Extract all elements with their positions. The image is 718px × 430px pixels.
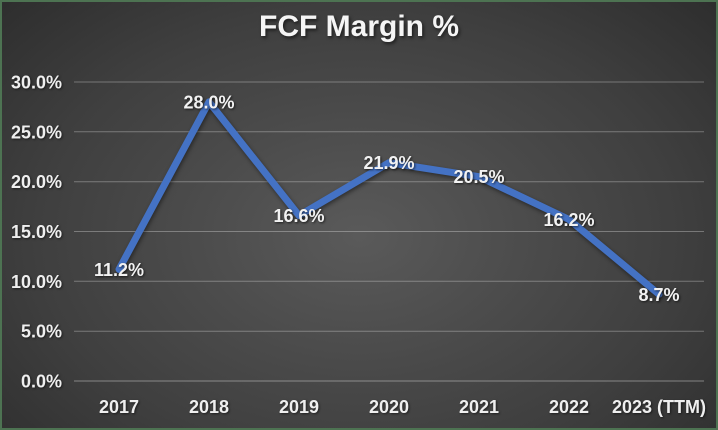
data-label: 16.2% (543, 210, 594, 230)
y-tick-label: 0.0% (21, 372, 62, 392)
x-axis-label: 2023 (TTM) (612, 397, 706, 417)
data-label: 20.5% (453, 167, 504, 187)
y-tick-label: 5.0% (21, 322, 62, 342)
y-tick-label: 10.0% (11, 272, 62, 292)
data-label: 28.0% (183, 92, 234, 112)
x-axis-label: 2021 (459, 397, 499, 417)
y-tick-label: 30.0% (11, 73, 62, 93)
y-tick-label: 25.0% (11, 122, 62, 142)
x-axis-label: 2022 (549, 397, 589, 417)
data-label: 16.6% (273, 206, 324, 226)
chart-title: FCF Margin % (259, 10, 459, 43)
y-tick-label: 20.0% (11, 172, 62, 192)
data-label: 11.2% (94, 260, 144, 280)
x-axis-label: 2019 (279, 397, 319, 417)
y-tick-label: 15.0% (11, 222, 62, 242)
x-axis-label: 2018 (189, 397, 229, 417)
x-axis-label: 2017 (99, 397, 139, 417)
data-label: 21.9% (363, 153, 414, 173)
series-line-fcf-margin (115, 98, 663, 298)
x-axis-label: 2020 (369, 397, 409, 417)
data-label: 8.7% (638, 285, 679, 305)
